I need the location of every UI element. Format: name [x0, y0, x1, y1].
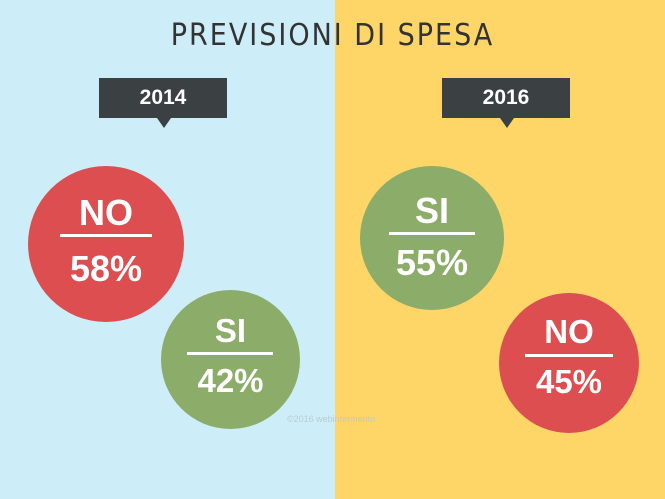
bubble-percent: 58%	[69, 248, 143, 289]
bubble-label: NO	[79, 192, 133, 233]
page-title: PREVISIONI DI SPESA	[170, 18, 495, 53]
tag-pointer	[157, 118, 171, 128]
bubble-2014-no: NO 58%	[28, 166, 184, 322]
year-label: 2014	[139, 86, 187, 109]
year-tag-2016: 2016	[442, 78, 570, 128]
bubble-label: SI	[414, 190, 449, 231]
bubble-2016-si: SI 55%	[360, 166, 504, 310]
bubble-label: SI	[214, 312, 247, 349]
year-label: 2016	[482, 86, 530, 109]
bubble-divider	[525, 354, 613, 357]
tag-pointer	[500, 118, 514, 128]
watermark: ©2016 webinfermento	[287, 414, 376, 424]
bubble-divider	[389, 232, 475, 235]
bubble-divider	[60, 234, 152, 237]
bubble-divider	[187, 352, 273, 355]
bubble-percent: 55%	[395, 242, 469, 283]
bubble-2016-no: NO 45%	[499, 293, 639, 433]
bubble-percent: 42%	[197, 362, 264, 399]
bubble-label: NO	[544, 313, 594, 350]
year-tag-2014: 2014	[99, 78, 227, 128]
bubble-percent: 45%	[535, 363, 603, 400]
bubble-2014-si: SI 42%	[161, 290, 300, 429]
